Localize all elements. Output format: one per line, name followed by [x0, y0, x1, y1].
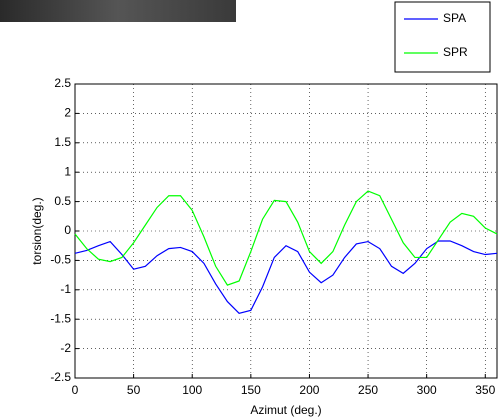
y-tick-label: 0 — [64, 223, 71, 237]
x-tick-label: 350 — [475, 383, 495, 397]
y-tick-label: -0.5 — [50, 253, 71, 267]
legend-label: SPA — [443, 11, 466, 25]
x-tick-label: 150 — [241, 383, 261, 397]
y-tick-label: -2.5 — [50, 370, 71, 384]
x-tick-label: 100 — [182, 383, 202, 397]
x-axis-label: Azimut (deg.) — [250, 403, 321, 417]
y-tick-label: -2 — [60, 341, 71, 355]
y-axis-label: torsion(deg.) — [30, 197, 44, 264]
y-tick-label: 2.5 — [54, 76, 71, 90]
data-line — [74, 190, 498, 286]
data-line — [74, 240, 498, 314]
x-tick-label: 200 — [299, 383, 319, 397]
legend-label: SPR — [443, 45, 468, 59]
x-tick-label: 250 — [358, 383, 378, 397]
x-tick-label: 300 — [417, 383, 437, 397]
plot-area — [75, 84, 497, 378]
x-tick-label: 0 — [72, 383, 79, 397]
y-tick-label: 1 — [64, 164, 71, 178]
y-tick-label: -1.5 — [50, 311, 71, 325]
axes-box — [74, 83, 498, 379]
photo-fragment — [0, 0, 236, 22]
y-tick-label: 1.5 — [54, 135, 71, 149]
y-tick-label: 2 — [64, 106, 71, 120]
y-tick-label: 0.5 — [54, 194, 71, 208]
x-tick-label: 50 — [127, 383, 141, 397]
legend-box — [394, 1, 491, 73]
y-tick-label: -1 — [60, 282, 71, 296]
